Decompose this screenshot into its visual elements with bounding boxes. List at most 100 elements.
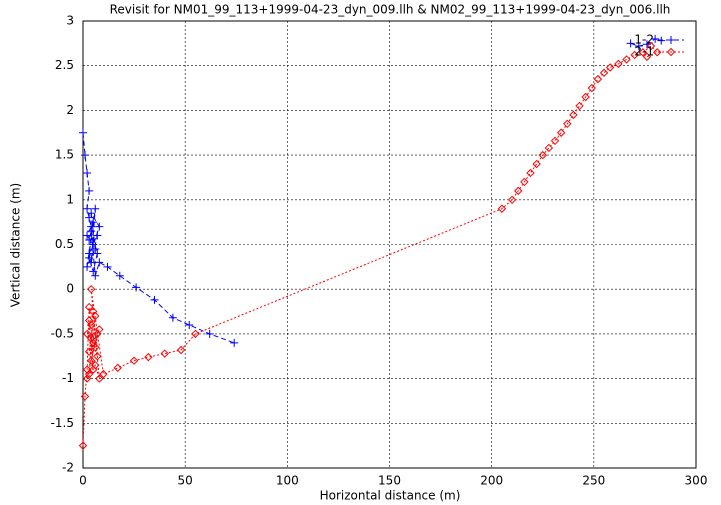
data-point [84,347,94,356]
data-point [569,110,578,120]
data-point [93,352,102,361]
data-point [86,356,96,365]
y-tick-label: -1.5 [51,416,74,430]
data-point [86,334,96,343]
data-point [95,222,104,231]
data-point [86,284,96,294]
data-point [113,363,122,373]
legend-marker [667,36,675,44]
legend-label: 1-2 [634,33,654,47]
data-point [587,83,596,93]
data-point [93,231,102,240]
y-tick-label: -1 [62,371,74,385]
data-point [614,59,623,69]
data-point [83,204,92,213]
data-point [129,356,139,365]
y-axis-label: Vertical distance (m) [9,183,23,307]
data-point [176,345,186,355]
data-point [91,271,100,280]
data-point [526,168,535,178]
data-point [532,159,541,169]
data-point [99,369,108,379]
data-point [191,329,200,339]
data-point [103,262,112,271]
data-point [168,313,177,322]
data-point [646,41,656,51]
data-point [91,360,100,370]
plot-frame [82,20,697,469]
x-tick-label: 0 [79,474,87,488]
data-point [593,74,603,84]
x-tick-label: 150 [378,474,401,488]
data-point [575,101,584,111]
x-tick-label: 300 [685,474,708,488]
data-point [85,213,94,222]
data-point [95,258,104,267]
data-point [89,218,98,227]
data-point [626,39,635,48]
data-point [160,349,169,358]
x-tick-label: 250 [582,474,605,488]
data-point [563,119,572,129]
data-point [82,329,92,339]
data-point [630,50,639,60]
data-point [89,307,98,316]
data-point [556,128,566,137]
legend-marker [666,47,676,57]
x-tick-label: 200 [480,474,503,488]
data-point [652,48,662,57]
chart-title: Revisit for NM01_99_113+1999-04-23_dyn_0… [110,3,671,17]
data-point [507,195,517,205]
data-point [544,143,554,153]
series-line [82,45,659,446]
data-point [514,186,523,196]
data-point [651,34,660,43]
data-point [622,55,631,64]
data-point [81,151,90,160]
data-point [497,204,507,213]
data-point [581,92,590,102]
y-tick-label: 0 [66,282,74,296]
data-point [79,128,87,137]
data-point [87,209,96,218]
y-tick-label: -0.5 [51,326,74,340]
data-point [95,374,104,383]
data-point [91,204,100,213]
data-point [85,236,94,245]
data-point [605,63,615,72]
data-point [132,283,141,292]
y-tick-label: 2 [66,103,74,117]
y-tick-label: 2.5 [55,58,74,72]
data-point [83,168,92,177]
data-point [85,253,94,262]
data-point [93,249,102,258]
y-tick-label: 1.5 [55,148,74,162]
x-tick-label: 50 [178,474,193,488]
data-point [91,244,100,253]
y-tick-label: 1 [66,192,74,206]
data-point [150,295,159,304]
data-point [84,369,94,379]
data-point [638,48,648,57]
data-point [84,302,94,312]
data-point [538,150,547,160]
data-point [185,320,194,329]
y-tick-label: -2 [62,461,74,475]
data-point [91,343,100,352]
data-point [85,186,94,195]
y-tick-label: 3 [66,14,74,28]
data-point [89,267,98,276]
x-tick-label: 100 [276,474,299,488]
data-point [550,136,560,146]
data-point [95,325,104,334]
data-point [599,68,609,78]
data-point [634,42,643,51]
data-point [520,177,529,187]
data-point [115,271,124,280]
data-point [78,441,88,450]
data-point [87,227,96,236]
legend-label: 2-1 [634,45,654,59]
data-point [657,36,666,45]
